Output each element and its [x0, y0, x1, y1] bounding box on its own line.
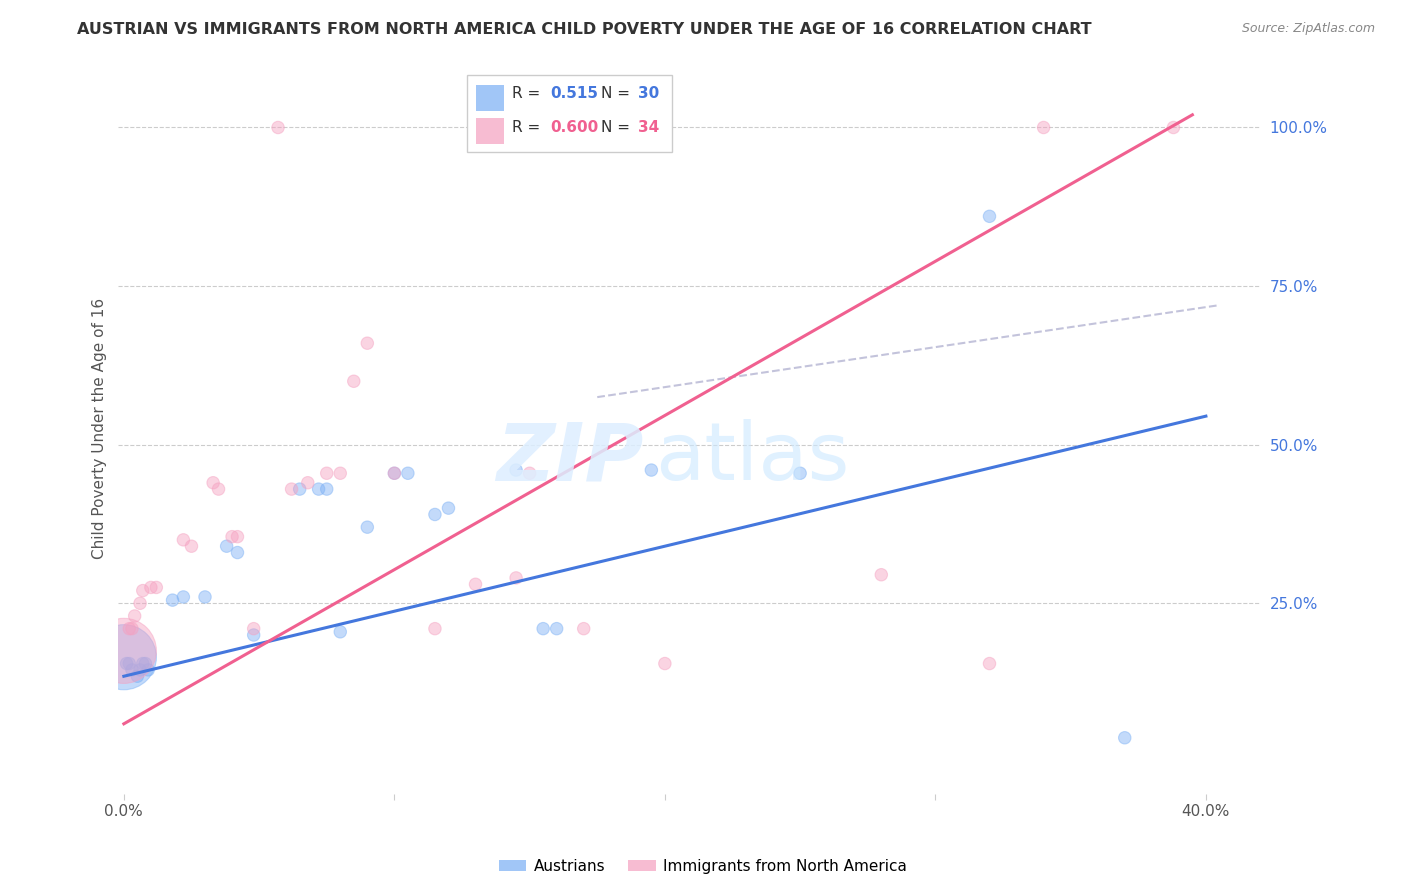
- Point: [979, 657, 1001, 671]
- Point: [124, 609, 146, 624]
- Point: [505, 463, 527, 477]
- Point: [162, 593, 184, 607]
- Point: [132, 657, 155, 671]
- Text: AUSTRIAN VS IMMIGRANTS FROM NORTH AMERICA CHILD POVERTY UNDER THE AGE OF 16 CORR: AUSTRIAN VS IMMIGRANTS FROM NORTH AMERIC…: [77, 22, 1092, 37]
- Point: [226, 530, 249, 544]
- Point: [180, 539, 202, 553]
- Text: 0.515: 0.515: [550, 86, 598, 101]
- Point: [172, 533, 194, 547]
- Point: [546, 622, 568, 636]
- Point: [145, 581, 167, 595]
- Point: [329, 467, 352, 481]
- Y-axis label: Child Poverty Under the Age of 16: Child Poverty Under the Age of 16: [93, 298, 107, 559]
- Text: 30: 30: [638, 86, 659, 101]
- Point: [356, 336, 378, 351]
- FancyBboxPatch shape: [467, 75, 672, 152]
- Point: [112, 644, 135, 658]
- Text: 34: 34: [638, 120, 659, 135]
- Point: [136, 663, 159, 677]
- Point: [519, 467, 541, 481]
- Point: [139, 581, 162, 595]
- Text: R =: R =: [512, 120, 546, 135]
- Point: [280, 482, 302, 496]
- Point: [215, 539, 238, 553]
- Point: [396, 467, 419, 481]
- Text: R =: R =: [512, 86, 546, 101]
- Point: [194, 590, 217, 604]
- Point: [572, 622, 595, 636]
- Point: [267, 120, 290, 135]
- Point: [382, 467, 405, 481]
- Point: [505, 571, 527, 585]
- Point: [118, 657, 141, 671]
- Point: [115, 657, 138, 671]
- Point: [531, 622, 554, 636]
- Text: Source: ZipAtlas.com: Source: ZipAtlas.com: [1241, 22, 1375, 36]
- Point: [288, 482, 311, 496]
- Point: [308, 482, 330, 496]
- Text: ZIP: ZIP: [496, 419, 644, 497]
- Point: [654, 657, 676, 671]
- Point: [423, 622, 446, 636]
- Point: [464, 577, 486, 591]
- Point: [118, 622, 141, 636]
- Point: [127, 669, 149, 683]
- Point: [382, 467, 405, 481]
- Point: [315, 482, 337, 496]
- Point: [1114, 731, 1136, 745]
- Point: [1163, 120, 1185, 135]
- Point: [1032, 120, 1054, 135]
- Point: [112, 650, 135, 665]
- Text: atlas: atlas: [655, 419, 849, 497]
- Point: [356, 520, 378, 534]
- Point: [423, 508, 446, 522]
- FancyBboxPatch shape: [475, 86, 505, 112]
- Point: [129, 596, 152, 610]
- Point: [134, 657, 156, 671]
- Point: [121, 622, 143, 636]
- Point: [129, 663, 152, 677]
- Point: [221, 530, 243, 544]
- Point: [979, 210, 1001, 224]
- Point: [242, 628, 264, 642]
- Point: [870, 567, 893, 582]
- Text: N =: N =: [602, 120, 636, 135]
- Point: [207, 482, 229, 496]
- Point: [789, 467, 811, 481]
- Point: [437, 501, 460, 516]
- Text: N =: N =: [602, 86, 636, 101]
- Text: 0.600: 0.600: [550, 120, 598, 135]
- Point: [297, 475, 319, 490]
- Point: [172, 590, 194, 604]
- Point: [329, 624, 352, 639]
- Point: [202, 475, 225, 490]
- Point: [132, 583, 155, 598]
- Point: [242, 622, 264, 636]
- Point: [343, 374, 366, 388]
- Point: [226, 545, 249, 559]
- FancyBboxPatch shape: [475, 118, 505, 145]
- Legend: Austrians, Immigrants from North America: Austrians, Immigrants from North America: [492, 853, 914, 880]
- Point: [121, 663, 143, 677]
- Point: [315, 467, 337, 481]
- Point: [640, 463, 662, 477]
